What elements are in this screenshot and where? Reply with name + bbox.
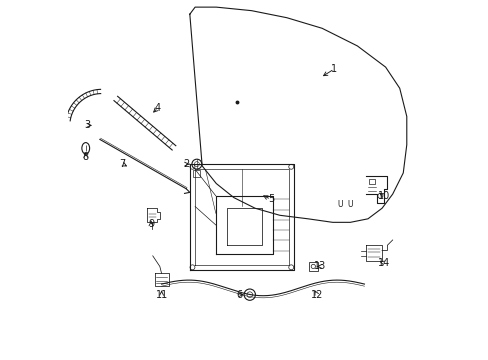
Text: 3: 3 <box>84 120 90 130</box>
Text: 13: 13 <box>314 261 326 271</box>
Text: 5: 5 <box>267 194 274 204</box>
Text: 11: 11 <box>155 290 167 300</box>
Text: 8: 8 <box>82 152 89 162</box>
Text: 12: 12 <box>310 290 323 300</box>
Bar <box>368 179 375 184</box>
Text: 10: 10 <box>377 191 389 201</box>
Bar <box>308 262 317 271</box>
Text: 9: 9 <box>148 219 154 229</box>
Bar <box>193 170 200 177</box>
Text: 7: 7 <box>120 159 125 169</box>
Text: 14: 14 <box>377 258 389 268</box>
Text: 1: 1 <box>331 64 337 74</box>
Text: 4: 4 <box>155 103 161 113</box>
Text: 2: 2 <box>183 159 189 169</box>
Text: 6: 6 <box>236 290 242 300</box>
Text: U: U <box>336 200 342 209</box>
Text: U: U <box>347 200 352 209</box>
